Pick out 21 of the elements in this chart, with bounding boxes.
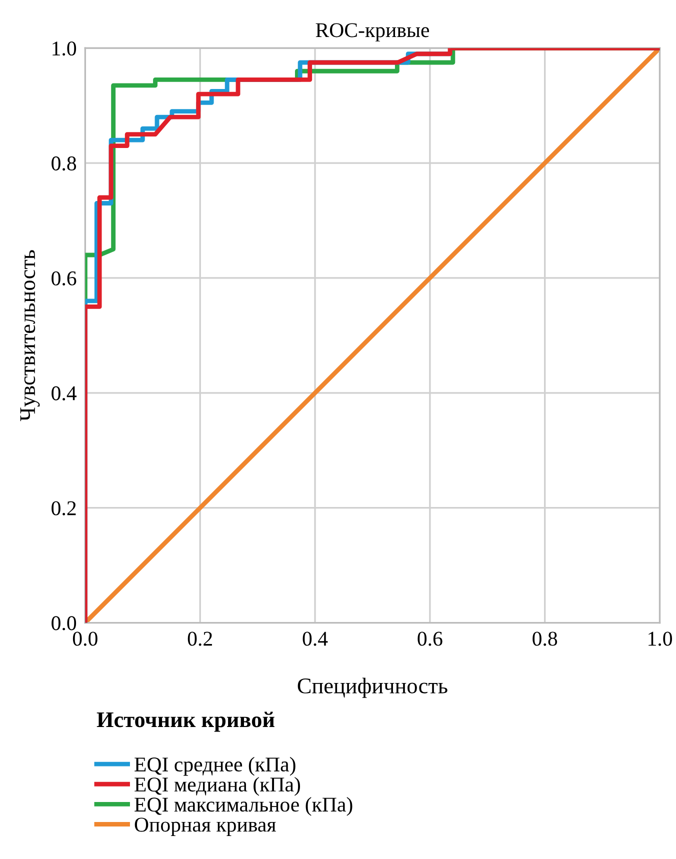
y-tick-label: 0.2 bbox=[52, 501, 76, 516]
y-tick-label: 0.4 bbox=[52, 386, 77, 400]
legend-label: EQI максимальное (кПа) bbox=[134, 797, 352, 816]
line-series bbox=[85, 48, 660, 623]
y-tick-label: 0.6 bbox=[52, 271, 76, 286]
x-tick-label: 1.0 bbox=[648, 632, 672, 646]
x-tick-label: 0.0 bbox=[72, 632, 98, 646]
y-axis-title: Чувствительность bbox=[20, 250, 40, 422]
legend-title: Источник кривой bbox=[96, 712, 274, 732]
legend-label: Опорная кривая bbox=[134, 818, 276, 836]
y-tick-label: 0.0 bbox=[52, 616, 76, 630]
legend-label: EQI среднее (кПа) bbox=[134, 756, 296, 776]
x-tick-label: 0.8 bbox=[532, 632, 558, 646]
x-tick-label: 0.2 bbox=[188, 632, 212, 646]
x-axis-title: Специфичность bbox=[298, 678, 448, 698]
y-tick-label: 0.8 bbox=[52, 156, 76, 171]
y-tick-label: 1.0 bbox=[52, 41, 76, 56]
x-tick-label: 0.4 bbox=[302, 632, 328, 646]
chart-title: ROC-кривые bbox=[316, 23, 430, 42]
x-tick-label: 0.6 bbox=[418, 632, 442, 646]
legend-label: EQI медиана (кПа) bbox=[134, 776, 300, 796]
